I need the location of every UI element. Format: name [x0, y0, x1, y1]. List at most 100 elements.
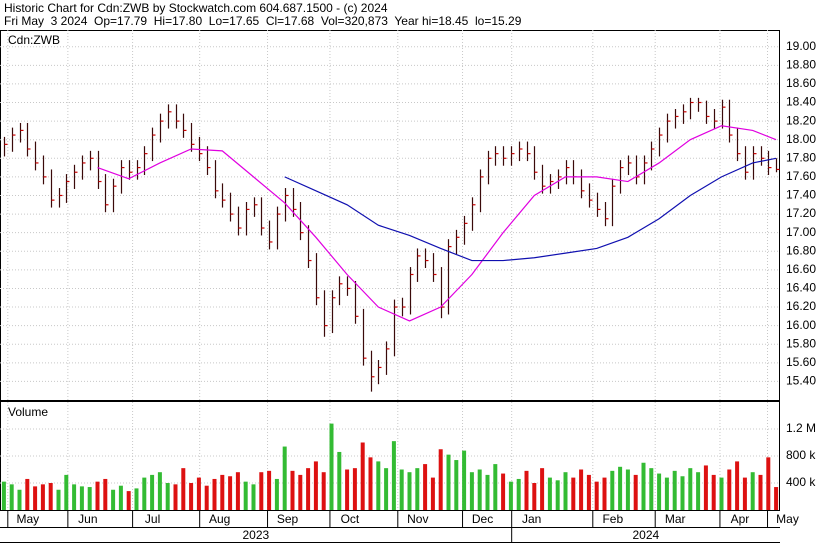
- y-tick-label: 15.60: [786, 355, 816, 369]
- y-tick-label: 16.60: [786, 262, 816, 276]
- x-tick-label: Feb: [602, 512, 623, 526]
- volume-bar: [9, 484, 14, 510]
- volume-bar: [664, 477, 669, 510]
- volume-bar: [204, 485, 209, 510]
- volume-bar: [618, 466, 623, 510]
- volume-bar: [501, 473, 506, 510]
- volume-bar: [150, 474, 155, 510]
- volume-bar: [157, 472, 162, 510]
- quote-summary: Fri May 3 2024 Op=17.79 Hi=17.80 Lo=17.6…: [4, 14, 522, 28]
- volume-bar: [735, 461, 740, 510]
- volume-bar: [118, 485, 123, 510]
- chart-title: Historic Chart for Cdn:ZWB by Stockwatch…: [4, 1, 388, 15]
- volume-bar: [508, 481, 513, 510]
- volume-bar: [251, 484, 256, 510]
- volume-bar: [524, 470, 529, 510]
- volume-bar: [384, 468, 389, 510]
- y-tick-label: 18.60: [786, 76, 816, 90]
- x-tick-label: Nov: [407, 512, 428, 526]
- volume-bar: [329, 423, 334, 510]
- volume-bar: [407, 472, 412, 510]
- y-tick-label: 16.20: [786, 299, 816, 313]
- volume-bar: [438, 449, 443, 510]
- moving-average: [97, 125, 777, 322]
- volume-bar: [462, 450, 467, 510]
- volume-bar: [696, 472, 701, 510]
- y-tick-label: 17.40: [786, 188, 816, 202]
- volume-bar: [274, 478, 279, 510]
- symbol-label: Cdn:ZWB: [8, 33, 60, 47]
- volume-bar: [633, 474, 638, 510]
- volume-bar: [602, 477, 607, 510]
- volume-bar: [368, 457, 373, 510]
- volume-bar: [727, 469, 732, 510]
- volume-bar: [391, 441, 396, 510]
- y-tick-label: 15.40: [786, 374, 816, 388]
- volume-bar: [40, 484, 45, 510]
- price-frame: [0, 30, 780, 401]
- y-tick-label: 17.60: [786, 169, 816, 183]
- volume-bar: [594, 481, 599, 510]
- volume-bar: [313, 461, 318, 510]
- volume-bar: [415, 468, 420, 510]
- volume-bar: [719, 477, 724, 510]
- volume-bar: [641, 462, 646, 510]
- x-tick-label: Sep: [277, 512, 299, 526]
- marks: [0, 30, 780, 543]
- volume-bar: [625, 469, 630, 510]
- y-tick-label: 800 k: [786, 448, 816, 462]
- volume-bar: [298, 474, 303, 510]
- x-tick-label: Dec: [472, 512, 493, 526]
- volume-bar: [103, 478, 108, 510]
- y-tick-label: 18.20: [786, 113, 816, 127]
- volume-bar: [430, 477, 435, 510]
- volume-bar: [126, 491, 131, 510]
- y-tick-label: 18.40: [786, 95, 816, 109]
- volume-bar: [79, 486, 84, 510]
- volume-bar: [376, 461, 381, 510]
- volume-bar: [454, 460, 459, 510]
- volume-bar: [321, 472, 326, 510]
- y-tick-label: 17.00: [786, 225, 816, 239]
- volume-bar: [579, 469, 584, 510]
- y-tick-label: 17.20: [786, 206, 816, 220]
- y-tick-label: 16.40: [786, 281, 816, 295]
- volume-bar: [56, 489, 61, 510]
- volume-bar: [758, 474, 763, 510]
- volume-bar: [586, 474, 591, 510]
- volume-bar: [516, 478, 521, 510]
- volume-bar: [649, 468, 654, 510]
- x-tick-label: Jan: [522, 512, 541, 526]
- volume-bar: [742, 477, 747, 510]
- volume-label: Volume: [8, 405, 48, 419]
- volume-bar: [547, 477, 552, 510]
- volume-bar: [17, 489, 22, 510]
- volume-bar: [571, 477, 576, 510]
- volume-bar: [1, 481, 6, 510]
- x-tick-label: May: [16, 512, 39, 526]
- y-tick-label: 17.80: [786, 150, 816, 164]
- volume-bar: [399, 469, 404, 510]
- volume-bar: [423, 464, 428, 510]
- volume-bar: [446, 454, 451, 510]
- x-tick-label: Aug: [209, 512, 230, 526]
- volume-bar: [540, 468, 545, 510]
- volume-bar: [703, 465, 708, 510]
- x-tick-label: Apr: [731, 512, 750, 526]
- volume-bar: [228, 476, 233, 510]
- volume-bar: [766, 457, 771, 510]
- volume-bar: [189, 483, 194, 510]
- volume-bar: [680, 476, 685, 510]
- volume-bar: [774, 487, 779, 510]
- volume-bar: [142, 477, 147, 510]
- volume-bar: [688, 468, 693, 510]
- year-label: 2023: [242, 528, 269, 542]
- volume-bar: [563, 472, 568, 510]
- volume-bar: [610, 470, 615, 510]
- volume-bar: [282, 446, 287, 510]
- y-tick-label: 400 k: [786, 475, 816, 489]
- volume-bar: [290, 470, 295, 510]
- volume-bar: [657, 473, 662, 510]
- volume-bar: [243, 481, 248, 510]
- volume-bar: [477, 469, 482, 510]
